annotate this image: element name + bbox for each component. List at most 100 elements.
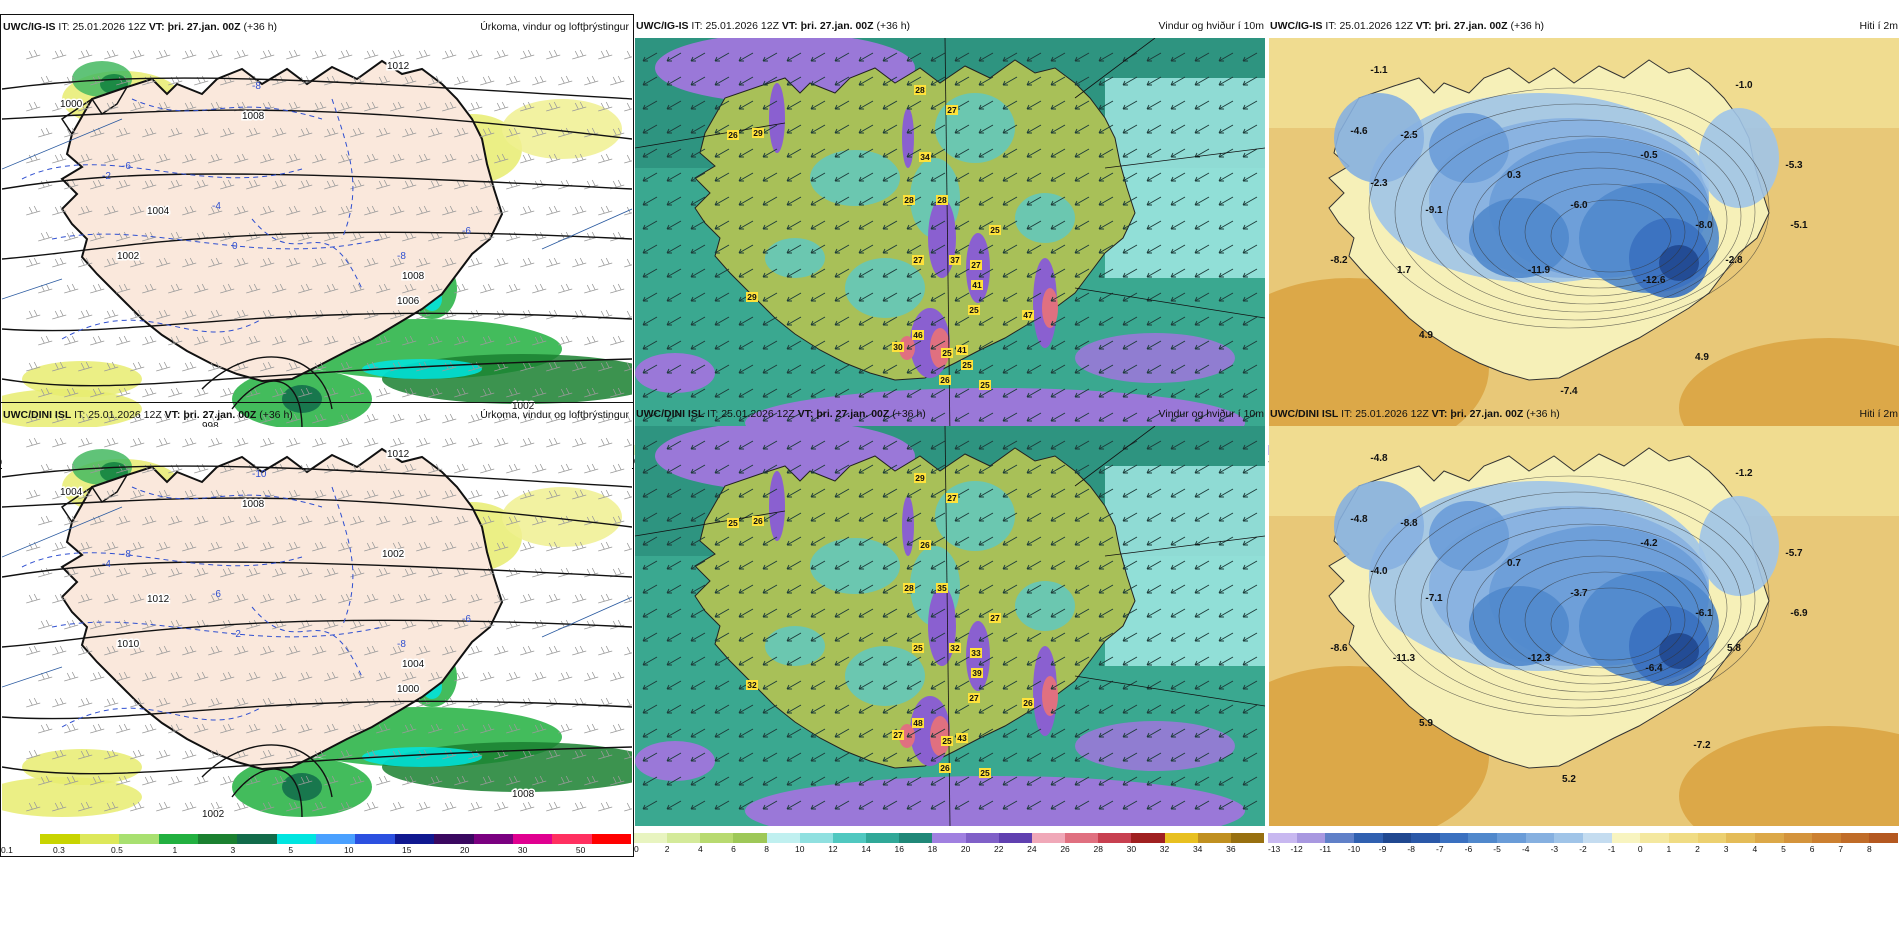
colorbar-swatch [40, 834, 80, 844]
temperature-label: -9.1 [1425, 205, 1443, 216]
vt-value: þri. 27.jan. 00Z [167, 21, 241, 33]
lead-time: (+36 h) [876, 20, 911, 32]
svg-text:26: 26 [940, 375, 950, 385]
gust-label: 37 [949, 255, 961, 265]
colorbar-swatch [932, 833, 966, 843]
svg-text:25: 25 [913, 643, 923, 653]
colorbar-tick: 18 [927, 844, 938, 854]
isotherm-label: -2 [102, 171, 111, 182]
gust-label: 27 [946, 105, 958, 115]
isobar-label: 1010 [117, 639, 140, 650]
map-panel-wind: UWC/DINI ISL IT: 25.01.2026 12Z VT: þri.… [634, 402, 1268, 857]
colorbar-swatch [552, 834, 592, 844]
colorbar-swatch [1726, 833, 1755, 843]
vt-value: þri. 27.jan. 00Z [1450, 408, 1524, 420]
panel-title: Vindur og hviður í 10m [1158, 408, 1264, 420]
colorbar-tick: 26 [1060, 844, 1070, 854]
colorbar-swatch [700, 833, 734, 843]
isobar-label: 1000 [397, 684, 420, 695]
model-name: UWC/IG-IS [636, 20, 689, 32]
temperature-label: -4.2 [1640, 538, 1658, 549]
gust-label: 28 [903, 195, 915, 205]
it-label: IT: [691, 20, 703, 32]
svg-text:26: 26 [753, 516, 763, 526]
colorbar-swatch [667, 833, 701, 843]
colorbar-tick: 24 [1027, 844, 1037, 854]
gust-label: 28 [914, 85, 926, 95]
temperature-label: -8.8 [1400, 518, 1418, 529]
colorbar-tick: 6 [1809, 844, 1815, 854]
colorbar-swatch [1382, 833, 1412, 843]
gust-label: 27 [968, 693, 980, 703]
isobar-label: 1012 [147, 594, 170, 605]
colorbar-swatch [1611, 833, 1641, 843]
colorbar-tick: 15 [401, 845, 412, 855]
lead-time: (+36 h) [1526, 408, 1560, 420]
gust-label: 25 [961, 360, 973, 370]
isotherm-label: -8 [397, 251, 406, 262]
colorbar-tick: 30 [517, 845, 528, 855]
lead-time: (+36 h) [259, 409, 293, 421]
svg-text:26: 26 [940, 763, 950, 773]
temperature-label: -2.5 [1400, 130, 1418, 141]
colorbar-tick: 7 [1838, 844, 1844, 854]
gust-label: 26 [939, 375, 951, 385]
gust-label: 41 [971, 280, 983, 290]
colorbar-swatch [119, 834, 159, 844]
colorbar-swatch [799, 833, 833, 843]
gust-label: 30 [892, 342, 904, 352]
isobar-label: 1004 [147, 206, 170, 217]
colorbar-swatch [1296, 833, 1326, 843]
svg-text:27: 27 [947, 105, 957, 115]
colorbar-swatch [1197, 833, 1231, 843]
colorbar-tick: -10 [1347, 844, 1361, 854]
gust-label: 26 [939, 763, 951, 773]
model-name: UWC/DINI ISL [636, 408, 705, 420]
svg-text:35: 35 [937, 583, 947, 593]
temperature-label: -4.8 [1370, 453, 1388, 464]
vt-value: þri. 27.jan. 00Z [800, 20, 874, 32]
vt-value: þri. 27.jan. 00Z [1434, 20, 1508, 32]
temperature-label: -6.1 [1695, 608, 1713, 619]
map-canvas: 29 27 25 26 26 28 35 27 25 32 33 39 32 27 26 43 48 25 27 25… [635, 426, 1265, 826]
svg-text:27: 27 [990, 613, 1000, 623]
colorbar-tick: 8 [1866, 844, 1872, 854]
svg-text:25: 25 [980, 380, 990, 390]
it-value: 25.01.2026 12Z [705, 20, 779, 32]
colorbar-swatch [832, 833, 867, 843]
colorbar-tick: 50 [575, 845, 586, 855]
gust-label: 25 [989, 225, 1001, 235]
colorbar-swatch [1697, 833, 1727, 843]
gust-label: 27 [989, 613, 1001, 623]
temperature-label: -8.0 [1695, 220, 1713, 231]
svg-text:33: 33 [971, 648, 981, 658]
colorbar-swatch [512, 834, 553, 844]
svg-text:47: 47 [1023, 310, 1033, 320]
temperature-label: -4.0 [1370, 566, 1388, 577]
svg-text:29: 29 [747, 292, 757, 302]
svg-text:39: 39 [972, 668, 982, 678]
colorbar-tick: 1 [1666, 844, 1672, 854]
colorbar-swatch [276, 834, 316, 844]
map-canvas: -1.1 -1.0 -4.6 -2.5 -0.5 -5.3 -2.3 0.3 -9.1 -6.0 -… [1269, 38, 1899, 438]
svg-text:26: 26 [920, 540, 930, 550]
colorbar-tick: 32 [1159, 844, 1170, 854]
panel-header: UWC/DINI ISL IT: 25.01.2026 12Z VT: þri.… [3, 409, 629, 423]
isobar-label: 1008 [242, 499, 265, 510]
colorbar-swatch [1640, 833, 1669, 843]
map-graphic: 1012 1008 1012 1010 1004 1002 1008 1000 1004 1002… [2, 427, 632, 827]
temperature-label: 5.8 [1727, 643, 1741, 654]
colorbar-swatch [1411, 833, 1440, 843]
panel-title: Úrkoma, vindur og loftþrýstingur [480, 409, 629, 421]
gust-label: 29 [746, 292, 758, 302]
svg-text:48: 48 [913, 718, 923, 728]
map-panel-wind: UWC/IG-IS IT: 25.01.2026 12Z VT: þri. 27… [634, 14, 1268, 469]
svg-text:30: 30 [893, 342, 903, 352]
colorbar-swatch [899, 833, 933, 843]
gust-label: 32 [949, 643, 961, 653]
svg-text:41: 41 [957, 345, 967, 355]
colorbar-tick: -5 [1493, 844, 1501, 854]
gust-label: 25 [941, 348, 953, 358]
svg-text:43: 43 [957, 733, 967, 743]
svg-text:27: 27 [971, 260, 981, 270]
